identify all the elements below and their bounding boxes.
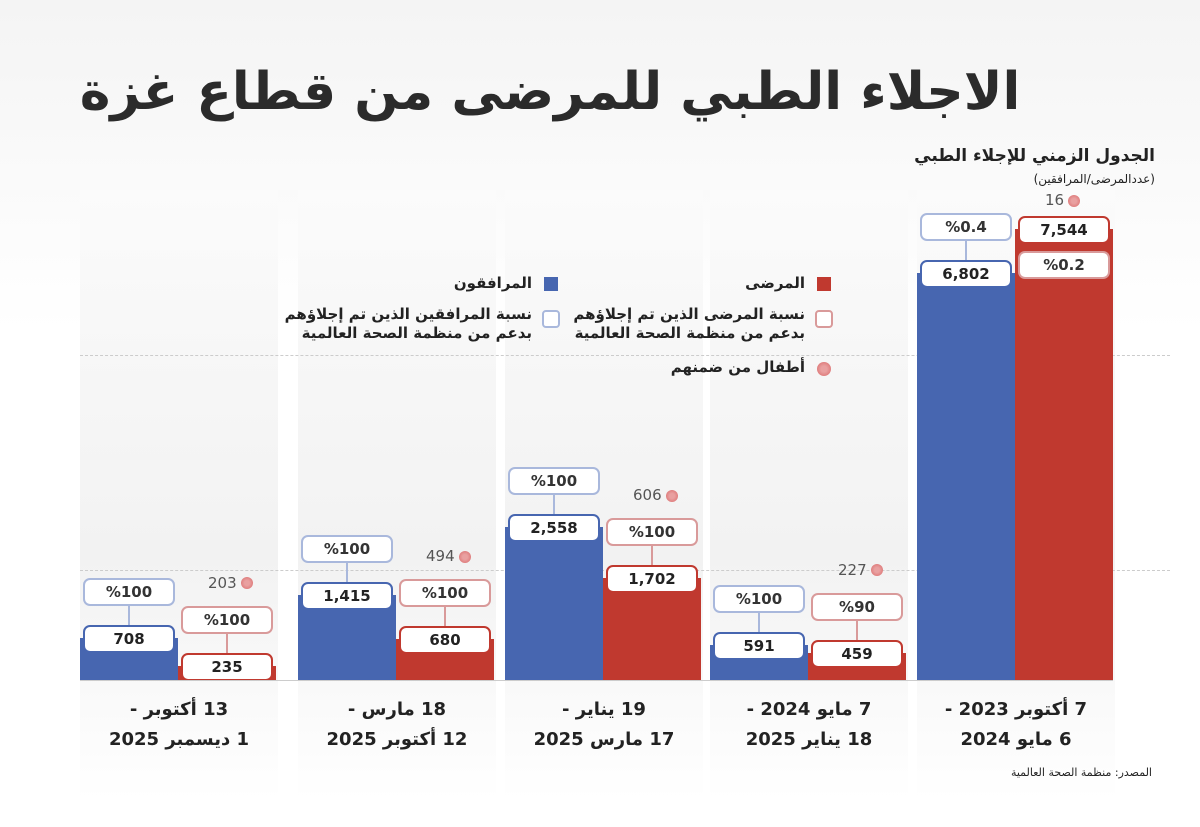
children-count-value: 203 [208, 573, 237, 592]
connector-line [758, 612, 760, 632]
bar-percent-label: %100 [399, 579, 491, 608]
companions-bar [917, 273, 1015, 680]
bar-value-label: 235 [181, 652, 273, 681]
bar-value-label: 6,802 [920, 260, 1012, 289]
children-dot-icon [240, 577, 253, 590]
children-count: 203 [208, 574, 253, 592]
x-tick-line1: 18 مارس - [347, 699, 447, 720]
children-dot-icon [870, 564, 883, 577]
legend-companions-pct-swatch [542, 310, 560, 328]
children-dot-icon [665, 489, 678, 502]
children-dot-icon [1068, 194, 1081, 207]
x-tick-label: 7 أكتوبر 2023 - 6 مايو 2024 [917, 695, 1115, 755]
legend-children: أطفال من ضمنهم [670, 358, 805, 376]
bar-percent-label: %100 [713, 584, 805, 613]
legend-companions: المرافقون [453, 274, 532, 292]
chart-subtitle: الجدول الزمني للإجلاء الطبي [914, 146, 1155, 166]
connector-line [226, 633, 228, 653]
children-count-value: 606 [633, 486, 662, 505]
connector-line [128, 605, 130, 625]
connector-line [965, 241, 967, 261]
bar-value-label: 591 [713, 631, 805, 660]
x-tick-line2: 1 ديسمبر 2025 [108, 729, 250, 750]
bar-percent-label: %100 [606, 518, 698, 547]
legend-patients-pct: نسبة المرضى الذين تم إجلاؤهم بدعم من منظ… [573, 305, 805, 342]
baseline [80, 680, 1113, 681]
x-tick-label: 18 مارس - 12 أكتوبر 2025 [298, 695, 496, 755]
bar-percent-label: %90 [811, 592, 903, 621]
bar-percent-label: %100 [508, 467, 600, 496]
patients-bar [1015, 229, 1113, 680]
bar-percent-label: %100 [301, 535, 393, 564]
x-tick-line2: 18 يناير 2025 [745, 729, 873, 750]
page-title: الاجلاء الطبي للمرضى من قطاع غزة [79, 62, 1021, 122]
unit-label: (عددالمرضى/المرافقين) [1033, 172, 1155, 186]
x-tick-line2: 17 مارس 2025 [533, 729, 675, 750]
connector-line [553, 495, 555, 515]
x-tick-line1: 19 يناير - [562, 699, 646, 720]
x-tick-line1: 13 أكتوبر - [129, 699, 229, 720]
category-panel [710, 190, 908, 800]
category-panel [298, 190, 496, 800]
children-count: 606 [633, 486, 678, 504]
connector-line [651, 546, 653, 566]
legend-companions-pct: نسبة المرافقين الذين تم إجلاؤهم بدعم من … [284, 305, 532, 342]
connector-line [346, 563, 348, 583]
children-dot-icon [817, 362, 831, 376]
bar-percent-label: %100 [83, 577, 175, 606]
children-count: 227 [838, 561, 883, 579]
children-dot-icon [458, 550, 471, 563]
x-tick-label: 19 يناير - 17 مارس 2025 [505, 695, 703, 755]
connector-line [856, 620, 858, 640]
patients-bar [603, 578, 701, 680]
connector-line [444, 607, 446, 627]
bar-value-label: 708 [83, 624, 175, 653]
bar-value-label: 7,544 [1018, 216, 1110, 244]
children-count: 16 [1045, 191, 1081, 209]
x-tick-line1: 7 مايو 2024 - [746, 699, 872, 720]
legend-patients: المرضى [745, 274, 805, 292]
category-panel [80, 190, 278, 800]
x-tick-label: 13 أكتوبر - 1 ديسمبر 2025 [80, 695, 278, 755]
legend-patients-pct-swatch [815, 310, 833, 328]
children-count: 494 [426, 547, 471, 565]
bar-percent-label: %0.4 [920, 213, 1012, 242]
bar-value-label: 2,558 [508, 514, 600, 543]
bar-percent-label: %0.2 [1018, 251, 1110, 279]
legend-companions-swatch [544, 277, 558, 291]
gridline [80, 355, 1170, 356]
x-tick-line1: 7 أكتوبر 2023 - [944, 699, 1088, 720]
companions-bar [505, 527, 603, 680]
bar-value-label: 680 [399, 626, 491, 655]
bar-value-label: 1,702 [606, 565, 698, 594]
x-tick-line2: 12 أكتوبر 2025 [326, 729, 468, 750]
x-tick-line2: 6 مايو 2024 [960, 729, 1072, 750]
children-count-value: 16 [1045, 191, 1065, 209]
legend-patients-swatch [817, 277, 831, 291]
bar-value-label: 1,415 [301, 582, 393, 611]
source-note: المصدر: منظمة الصحة العالمية [1010, 766, 1152, 779]
children-count-value: 227 [838, 560, 867, 579]
x-tick-label: 7 مايو 2024 - 18 يناير 2025 [710, 695, 908, 755]
bar-percent-label: %100 [181, 605, 273, 634]
children-count-value: 494 [426, 547, 455, 566]
bar-value-label: 459 [811, 639, 903, 668]
